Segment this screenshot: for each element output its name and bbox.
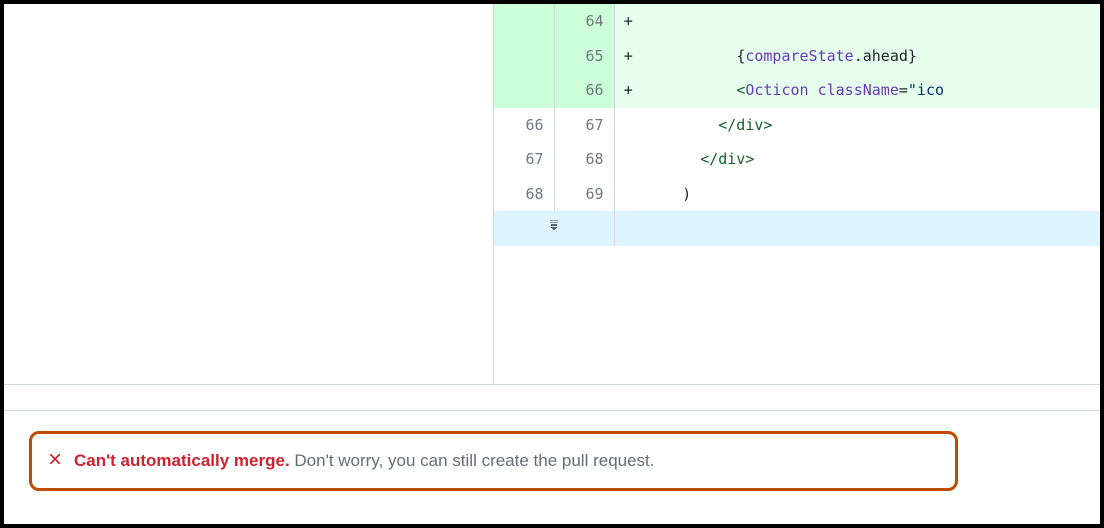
diff-row: 6768 </div> (494, 142, 1100, 177)
diff-row: 66+ <Octicon className="ico (494, 73, 1100, 108)
left-panel (4, 4, 494, 385)
diff-row (494, 211, 1100, 246)
code-token (646, 116, 718, 134)
diff-marker: + (614, 4, 642, 39)
merge-status-alert: Can't automatically merge. Don't worry, … (29, 431, 958, 491)
diff-marker (614, 177, 642, 212)
line-number-old[interactable]: 66 (494, 108, 554, 143)
unfold-down-icon (546, 211, 562, 246)
diff-row: 6869 ) (494, 177, 1100, 212)
line-number-new[interactable]: 64 (554, 4, 614, 39)
code-line[interactable]: {compareState.ahead} (642, 39, 1100, 74)
expand-hunk-button[interactable] (494, 211, 614, 246)
code-line[interactable]: </div> (642, 142, 1100, 177)
code-token: .ahead (854, 47, 908, 65)
merge-alert-title: Can't automatically merge. (74, 451, 290, 470)
line-number-new[interactable]: 65 (554, 39, 614, 74)
diff-panel: 64+65+ {compareState.ahead}66+ <Octicon … (494, 4, 1100, 385)
diff-table: 64+65+ {compareState.ahead}66+ <Octicon … (494, 4, 1100, 246)
code-token: </div> (718, 116, 772, 134)
diff-marker: + (614, 73, 642, 108)
code-token: </div> (700, 150, 754, 168)
code-token: ) (646, 185, 691, 203)
line-number-old[interactable]: 68 (494, 177, 554, 212)
code-token (646, 47, 736, 65)
code-token: { (736, 47, 745, 65)
code-token (809, 81, 818, 99)
diff-row: 64+ (494, 4, 1100, 39)
code-line[interactable]: </div> (642, 108, 1100, 143)
diff-row: 65+ {compareState.ahead} (494, 39, 1100, 74)
expand-hunk-spacer (614, 211, 1100, 246)
line-number-old[interactable] (494, 73, 554, 108)
x-icon (46, 450, 64, 473)
merge-alert-subtitle: Don't worry, you can still create the pu… (294, 451, 654, 470)
code-token: "ico (908, 81, 944, 99)
divider (4, 410, 1100, 411)
line-number-old[interactable] (494, 39, 554, 74)
code-token: < (736, 81, 745, 99)
diff-row: 6667 </div> (494, 108, 1100, 143)
line-number-new[interactable]: 69 (554, 177, 614, 212)
code-token: = (899, 81, 908, 99)
diff-marker (614, 142, 642, 177)
line-number-old[interactable] (494, 4, 554, 39)
code-token (646, 81, 736, 99)
code-token (646, 150, 700, 168)
line-number-new[interactable]: 66 (554, 73, 614, 108)
line-number-new[interactable]: 68 (554, 142, 614, 177)
code-line[interactable]: <Octicon className="ico (642, 73, 1100, 108)
code-token: } (908, 47, 917, 65)
code-line[interactable] (642, 4, 1100, 39)
code-line[interactable]: ) (642, 177, 1100, 212)
diff-marker: + (614, 39, 642, 74)
diff-marker (614, 108, 642, 143)
line-number-new[interactable]: 67 (554, 108, 614, 143)
line-number-old[interactable]: 67 (494, 142, 554, 177)
code-token: className (818, 81, 899, 99)
code-token: Octicon (745, 81, 808, 99)
code-token: compareState (745, 47, 853, 65)
